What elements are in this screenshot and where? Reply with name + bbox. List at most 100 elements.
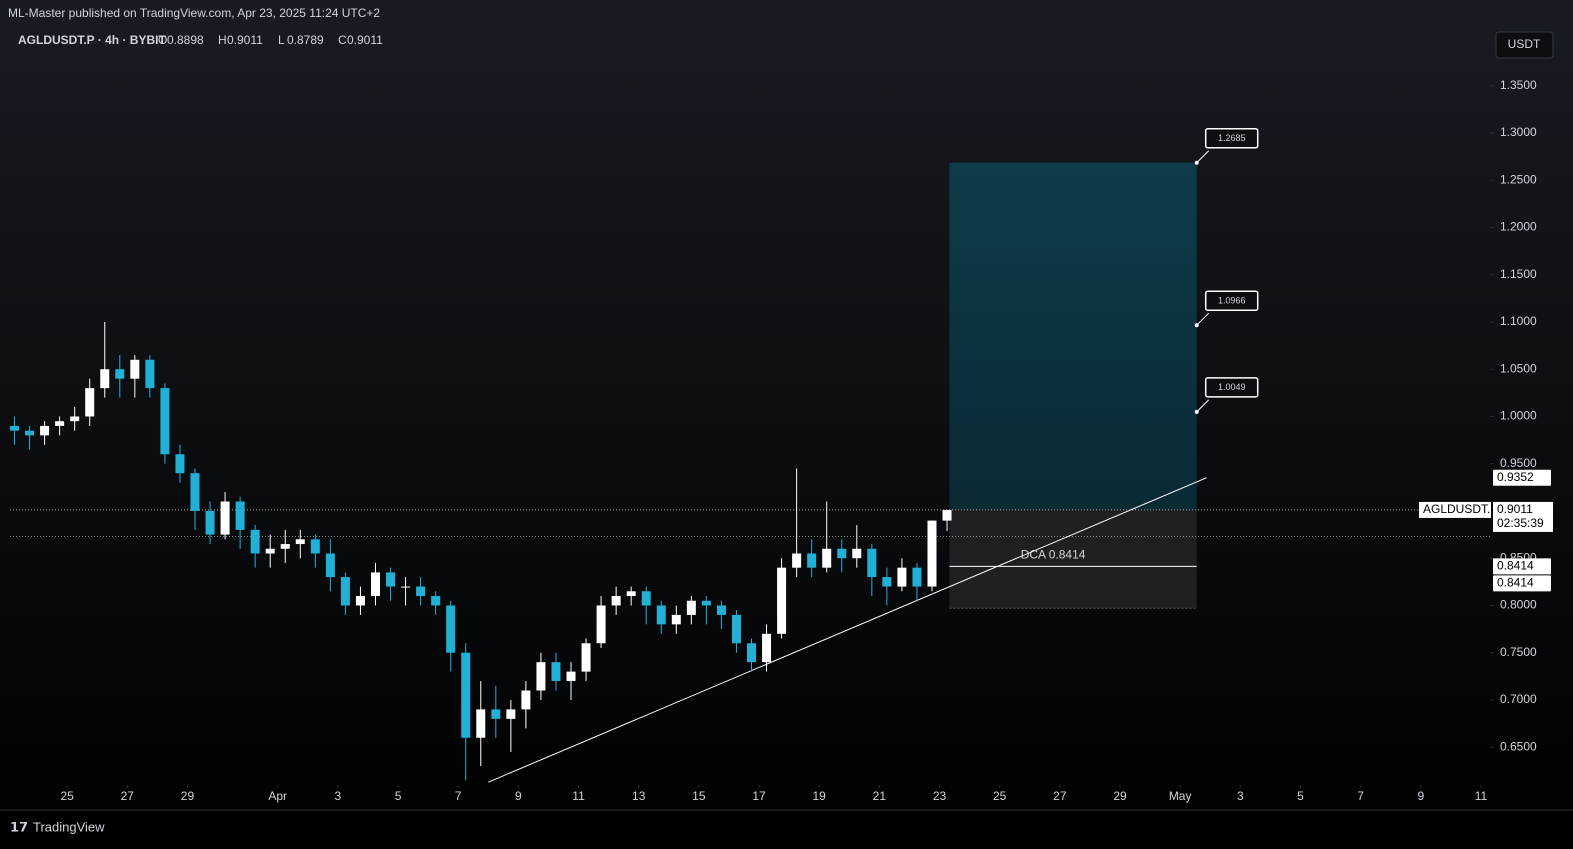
candle-body <box>190 473 200 511</box>
x-tick-label: 13 <box>632 789 646 803</box>
y-tick-label: 0.7500 <box>1500 645 1537 659</box>
candle-body <box>882 577 892 587</box>
published-note: ML-Master published on TradingView.com, … <box>8 6 380 20</box>
dca-price-tag-box <box>1493 575 1551 592</box>
trendline-price-tag-box <box>1493 469 1551 486</box>
y-tick-label: 1.1000 <box>1500 314 1537 328</box>
y-tick-label: 1.0500 <box>1500 361 1537 375</box>
candle-body <box>85 388 95 417</box>
candle-body <box>716 605 726 615</box>
y-tick-label: 0.6500 <box>1500 739 1537 753</box>
candle-body <box>250 529 260 554</box>
ohlc-value: 0.8789 <box>287 33 324 47</box>
brand-logo: 𝟭𝟳 <box>10 819 28 834</box>
candle-body <box>355 596 365 606</box>
dca-label: DCA 0.8414 <box>1021 548 1086 562</box>
x-tick-label: 9 <box>1417 789 1424 803</box>
candle-body <box>837 548 847 559</box>
currency: USDT <box>1508 37 1541 51</box>
x-tick-label: 3 <box>1237 789 1244 803</box>
candle-body <box>70 416 80 422</box>
x-tick-label: May <box>1169 789 1192 803</box>
target-label-box <box>1204 377 1259 398</box>
x-tick-label: 11 <box>572 789 585 803</box>
candle-body <box>671 614 681 625</box>
x-tick-label: 9 <box>515 789 522 803</box>
candle-body <box>762 633 772 663</box>
candle-body <box>521 690 531 710</box>
candle-body <box>220 501 230 535</box>
x-tick-label: 15 <box>692 789 706 803</box>
stop-zone <box>949 509 1197 609</box>
candle-body <box>792 553 802 568</box>
candle-body <box>325 553 335 578</box>
trendline-price-tag: 0.9352 <box>1497 470 1534 484</box>
x-tick-label: 5 <box>1297 789 1304 803</box>
candle-body <box>822 548 832 568</box>
ohlc-value: 0.9011 <box>227 33 263 47</box>
candle-body <box>596 605 606 644</box>
x-tick-label: 7 <box>1357 789 1364 803</box>
candle-body <box>280 544 290 549</box>
ohlc-letter: L <box>278 33 285 47</box>
x-tick-label: 3 <box>335 789 342 803</box>
candle-body <box>491 709 501 719</box>
y-tick-label: 1.2500 <box>1500 172 1537 186</box>
candle-body <box>641 591 651 606</box>
target-label: 1.0966 <box>1218 296 1246 306</box>
target-label-box <box>1204 128 1259 149</box>
candle-body <box>386 572 396 587</box>
trendline <box>488 477 1207 783</box>
candle-body <box>10 425 20 431</box>
x-tick-label: 29 <box>1113 789 1127 803</box>
x-tick-label: 17 <box>752 789 766 803</box>
y-tick-label: 1.3000 <box>1500 125 1537 139</box>
ohlc-value: 0.9011 <box>347 33 383 47</box>
candle-body <box>446 605 456 653</box>
x-tick-label: 5 <box>395 789 402 803</box>
candle-body <box>431 596 441 606</box>
y-tick-label: 0.9500 <box>1500 456 1537 470</box>
candle-body <box>55 421 65 426</box>
ticker-title: AGLDUSDT.P · 4h · BYBIT <box>18 33 166 47</box>
candle-body <box>235 501 245 530</box>
candle-body <box>265 548 275 554</box>
candle-body <box>536 662 546 691</box>
x-tick-label: Apr <box>268 789 287 803</box>
countdown-tag: 02:35:39 <box>1497 516 1544 530</box>
x-tick-label: 25 <box>60 789 74 803</box>
x-tick-label: 29 <box>181 789 195 803</box>
dca-price-tag: 0.8414 <box>1497 559 1534 573</box>
x-tick-label: 7 <box>455 789 462 803</box>
target-label: 1.2685 <box>1218 133 1246 143</box>
candle-body <box>942 509 952 521</box>
candle-body <box>25 430 35 436</box>
ohlc-letter: H <box>218 33 227 47</box>
candle-body <box>867 548 877 578</box>
ohlc-value: 0.8898 <box>167 33 204 47</box>
candle-body <box>611 596 621 606</box>
x-tick-label: 27 <box>1053 789 1067 803</box>
x-tick-label: 19 <box>813 789 827 803</box>
y-tick-label: 1.3500 <box>1500 78 1537 92</box>
x-tick-label: 11 <box>1475 789 1488 803</box>
x-tick-label: 23 <box>933 789 947 803</box>
candle-body <box>927 520 937 587</box>
currency-box[interactable] <box>1495 31 1554 59</box>
ohlc-letter: C <box>338 33 347 47</box>
candle-body <box>205 510 215 535</box>
candle-body <box>295 539 305 545</box>
profit-zone <box>949 162 1197 510</box>
last-price-tag: 0.9011 <box>1497 502 1533 516</box>
candle-body <box>731 614 741 644</box>
candle-body <box>100 369 110 389</box>
candle-body <box>476 709 486 738</box>
candle-body <box>551 662 561 682</box>
candle-body <box>626 591 636 597</box>
candle-body <box>175 454 185 474</box>
target-label: 1.0049 <box>1218 382 1246 392</box>
candle-body <box>506 709 516 719</box>
y-tick-label: 0.8000 <box>1500 598 1537 612</box>
